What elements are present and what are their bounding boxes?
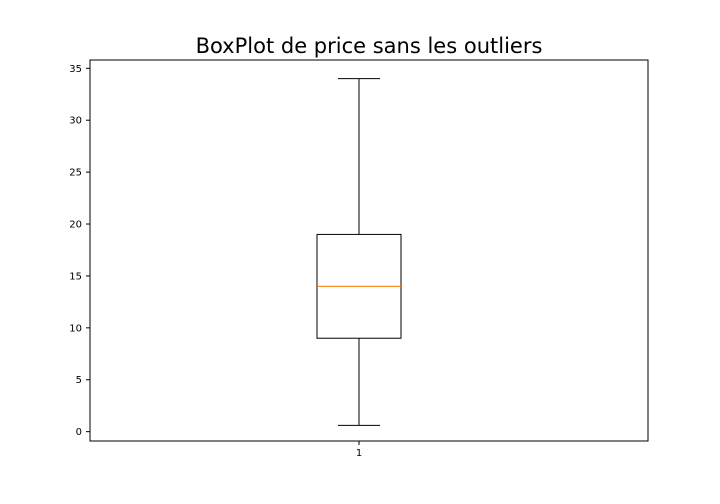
chart-title: BoxPlot de price sans les outliers: [195, 34, 543, 58]
box-series: [316, 78, 402, 426]
y-tick-label: 30: [69, 116, 82, 127]
plot-area-frame: [89, 59, 649, 442]
y-tick-label: 0: [76, 427, 82, 438]
y-tick-label: 20: [69, 220, 82, 231]
y-tick-label: 15: [69, 271, 82, 282]
y-tick-label: 25: [69, 168, 82, 179]
x-axis: 1: [356, 441, 362, 459]
y-tick-label: 35: [69, 64, 82, 75]
x-tick-label: 1: [356, 448, 362, 459]
y-tick-label: 10: [69, 323, 82, 334]
y-tick-label: 5: [76, 375, 82, 386]
y-axis: 0 5 10 15 20 25 30 35: [69, 64, 90, 438]
